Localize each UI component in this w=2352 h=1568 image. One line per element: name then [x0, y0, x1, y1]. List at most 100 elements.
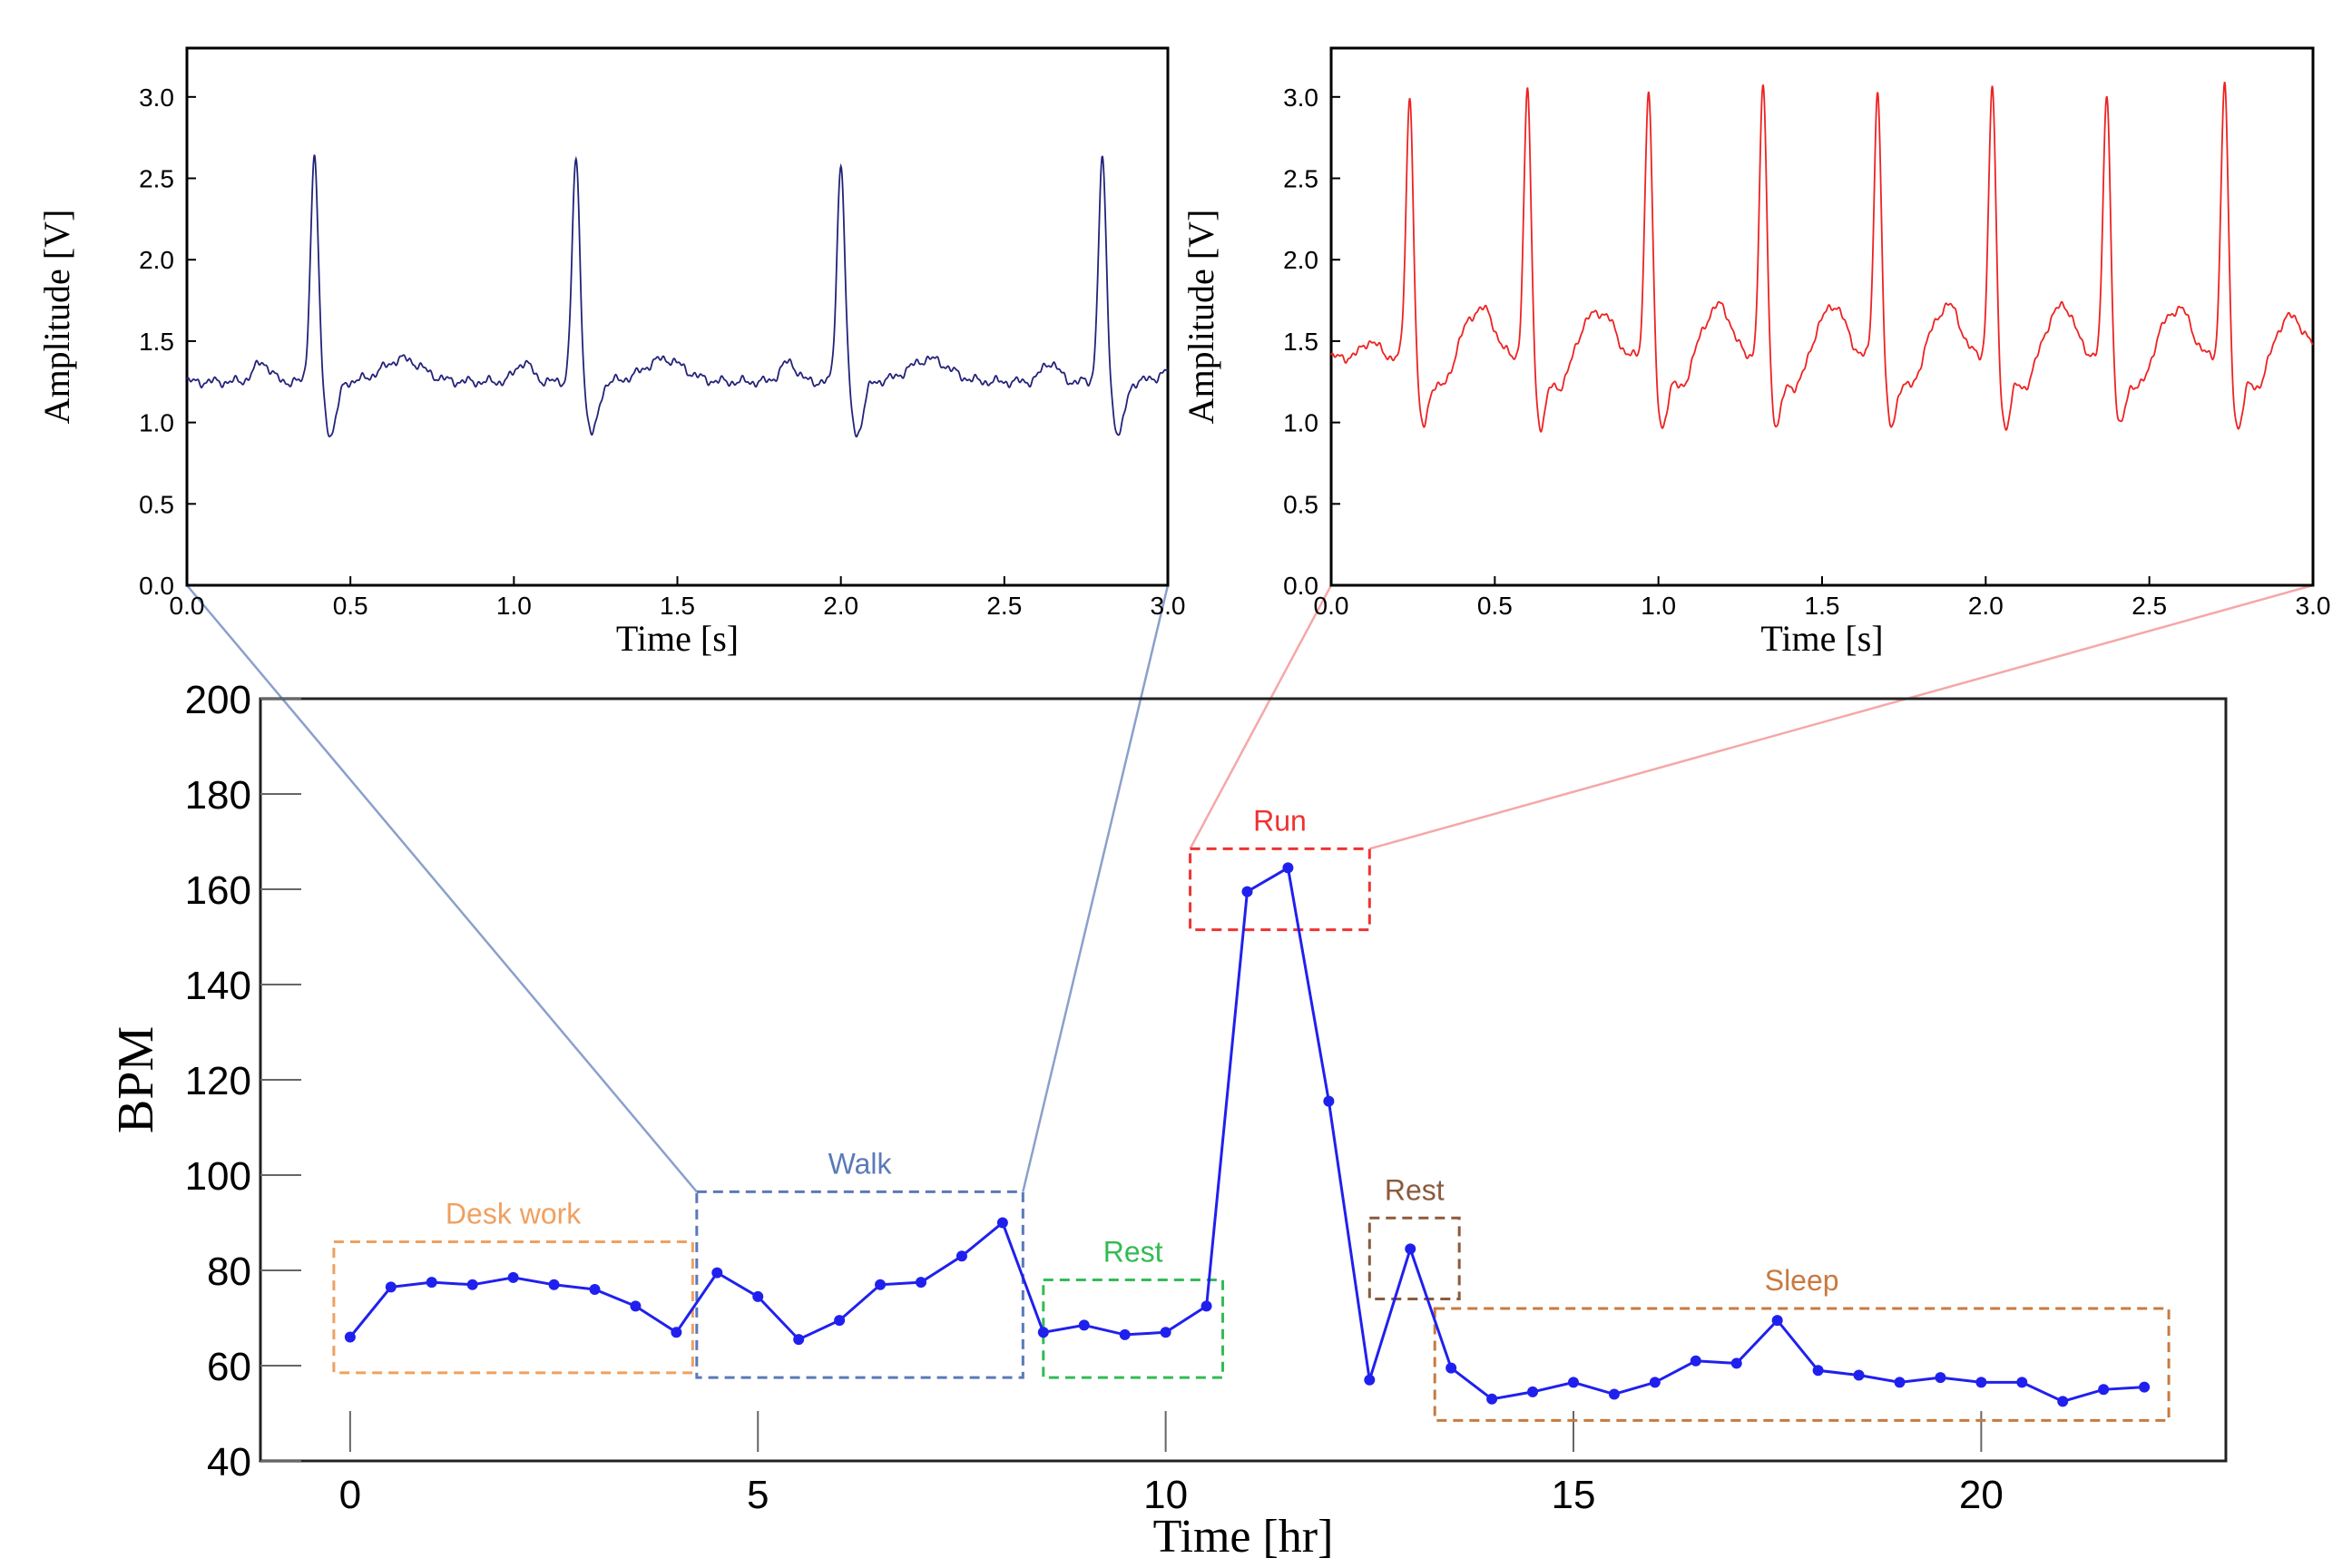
ecg-walk-frame — [185, 46, 1170, 587]
annotation-label: Desk work — [446, 1198, 582, 1230]
bpm-frame — [259, 697, 2228, 1463]
bpm-point — [2139, 1381, 2151, 1393]
bpm-point — [1200, 1300, 1212, 1312]
ecg-walk-ytick-label: 1.5 — [139, 328, 174, 356]
annotation-label: Rest — [1103, 1236, 1163, 1269]
annotation-box — [1042, 1279, 1225, 1379]
annotation-label: Run — [1253, 804, 1307, 837]
bpm-point — [1527, 1386, 1539, 1397]
bpm-point — [1119, 1328, 1131, 1340]
bpm-point — [1078, 1319, 1090, 1331]
bpm-point — [834, 1315, 846, 1327]
bpm-point — [1037, 1327, 1049, 1338]
annotation-label: Sleep — [1765, 1264, 1839, 1297]
bpm-ytick-label: 120 — [185, 1059, 251, 1103]
ecg-run-ytick-label: 3.0 — [1283, 83, 1318, 112]
bpm-xlabel: Time [hr] — [1153, 1511, 1334, 1563]
ecg-run-xtick-label: 1.5 — [1805, 592, 1840, 620]
ecg-run-xtick-label: 2.5 — [2132, 592, 2167, 620]
bpm-point — [1690, 1355, 1701, 1367]
zoom-connector-line — [1189, 584, 1333, 849]
bpm-point — [2057, 1396, 2069, 1407]
bpm-ytick-label: 160 — [185, 868, 251, 913]
bpm-series-line — [348, 866, 2145, 1403]
annotation-box — [1433, 1307, 2171, 1422]
bpm-point — [589, 1284, 601, 1295]
ecg-walk-xlabel: Time [s] — [616, 618, 739, 659]
bpm-point — [1160, 1327, 1171, 1338]
bpm-point — [1771, 1315, 1783, 1327]
bpm-point — [507, 1271, 519, 1283]
bpm-point — [996, 1217, 1008, 1229]
bpm-point — [1323, 1095, 1335, 1107]
ecg-run-xtick-label: 2.0 — [1968, 592, 2004, 620]
ecg-run-trace — [1330, 82, 2314, 433]
zoom-connector-line — [186, 584, 698, 1193]
bpm-point — [1894, 1377, 1906, 1388]
ecg-run-ytick-label: 1.0 — [1283, 409, 1318, 437]
ecg-walk-ytick-label: 2.5 — [139, 165, 174, 193]
bpm-point — [915, 1277, 926, 1289]
ecg-run-ytick-label: 1.5 — [1283, 328, 1318, 356]
annotation-box — [695, 1190, 1024, 1379]
bpm-point — [1282, 862, 1294, 874]
ecg-run-ytick-label: 0.0 — [1283, 572, 1318, 600]
bpm-ylabel: BPM — [108, 1026, 164, 1133]
zoom-connector-line — [1368, 583, 2314, 850]
bpm-point — [793, 1334, 805, 1346]
bpm-point — [1935, 1372, 1946, 1384]
ecg-run-ytick-label: 0.5 — [1283, 490, 1318, 518]
bpm-point — [1567, 1377, 1579, 1388]
bpm-xtick-label: 15 — [1552, 1473, 1596, 1517]
ecg-run-xtick-label: 0.5 — [1477, 592, 1513, 620]
bpm-point — [1364, 1374, 1376, 1386]
bpm-ytick-label: 140 — [185, 964, 251, 1008]
bpm-point — [711, 1267, 723, 1279]
ecg-run-ylabel: Amplitude [V] — [1181, 210, 1221, 425]
bpm-ytick-label: 60 — [207, 1345, 251, 1389]
bpm-ytick-label: 200 — [185, 678, 251, 722]
ecg-walk-xtick-label: 0.5 — [333, 592, 368, 620]
bpm-ytick-label: 80 — [207, 1250, 251, 1294]
ecg-walk-xtick-label: 2.5 — [986, 592, 1022, 620]
ecg-run-xtick-label: 0.0 — [1314, 592, 1349, 620]
bpm-point — [426, 1277, 437, 1289]
annotation-label: Rest — [1385, 1173, 1445, 1206]
ecg-walk-ylabel: Amplitude [V] — [36, 210, 77, 425]
ecg-walk-ytick-label: 3.0 — [139, 83, 174, 112]
ecg-walk-ytick-label: 1.0 — [139, 409, 174, 437]
bpm-ytick-label: 40 — [207, 1440, 251, 1485]
bpm-point — [344, 1331, 356, 1343]
ecg-run-xlabel: Time [s] — [1760, 618, 1883, 659]
bpm-point — [1241, 886, 1253, 897]
bpm-point — [1446, 1362, 1457, 1374]
bpm-series-points — [344, 862, 2151, 1407]
bpm-point — [1975, 1377, 1987, 1388]
ecg-walk-chart: 0.0 0.5 1.0 1.5 2.0 2.5 3.0 0.0 0.5 1.0 1.5 2.0 2.5 3… — [36, 46, 1186, 659]
bpm-point — [2098, 1384, 2110, 1396]
ecg-run-chart: 0.0 0.5 1.0 1.5 2.0 2.5 3.0 0.0 0.5 1.0 1.5 2.0 2.5 3… — [1181, 46, 2331, 659]
ecg-walk-ytick-label: 0.5 — [139, 490, 174, 518]
activity-annotations: Desk work Walk Rest Run Rest Sleep — [332, 804, 2171, 1422]
bpm-xtick-label: 10 — [1143, 1473, 1188, 1517]
ecg-walk-ytick-label: 2.0 — [139, 246, 174, 274]
ecg-walk-xtick-label: 3.0 — [1151, 592, 1186, 620]
ecg-walk-xtick-label: 1.5 — [660, 592, 695, 620]
bpm-point — [466, 1279, 478, 1290]
bpm-point — [1853, 1369, 1865, 1381]
ecg-walk-ytick-label: 0.0 — [139, 572, 174, 600]
bpm-point — [956, 1250, 967, 1262]
bpm-point — [385, 1281, 397, 1293]
annotation-box — [1367, 1216, 1461, 1300]
bpm-point — [1405, 1243, 1416, 1255]
zoom-connector-line — [1022, 584, 1170, 1192]
bpm-point — [752, 1290, 764, 1302]
bpm-ytick-label: 180 — [185, 773, 251, 818]
bpm-xtick-label: 20 — [1959, 1473, 2004, 1517]
ecg-run-xtick-label: 3.0 — [2296, 592, 2331, 620]
ecg-walk-xtick-label: 2.0 — [823, 592, 858, 620]
ecg-run-ytick-label: 2.0 — [1283, 246, 1318, 274]
bpm-chart: 40 60 80 100 120 140 160 180 200 0 5 10 15 20 Desk wo… — [108, 678, 2228, 1563]
ecg-walk-trace — [186, 154, 1169, 437]
annotation-label: Walk — [828, 1147, 893, 1180]
